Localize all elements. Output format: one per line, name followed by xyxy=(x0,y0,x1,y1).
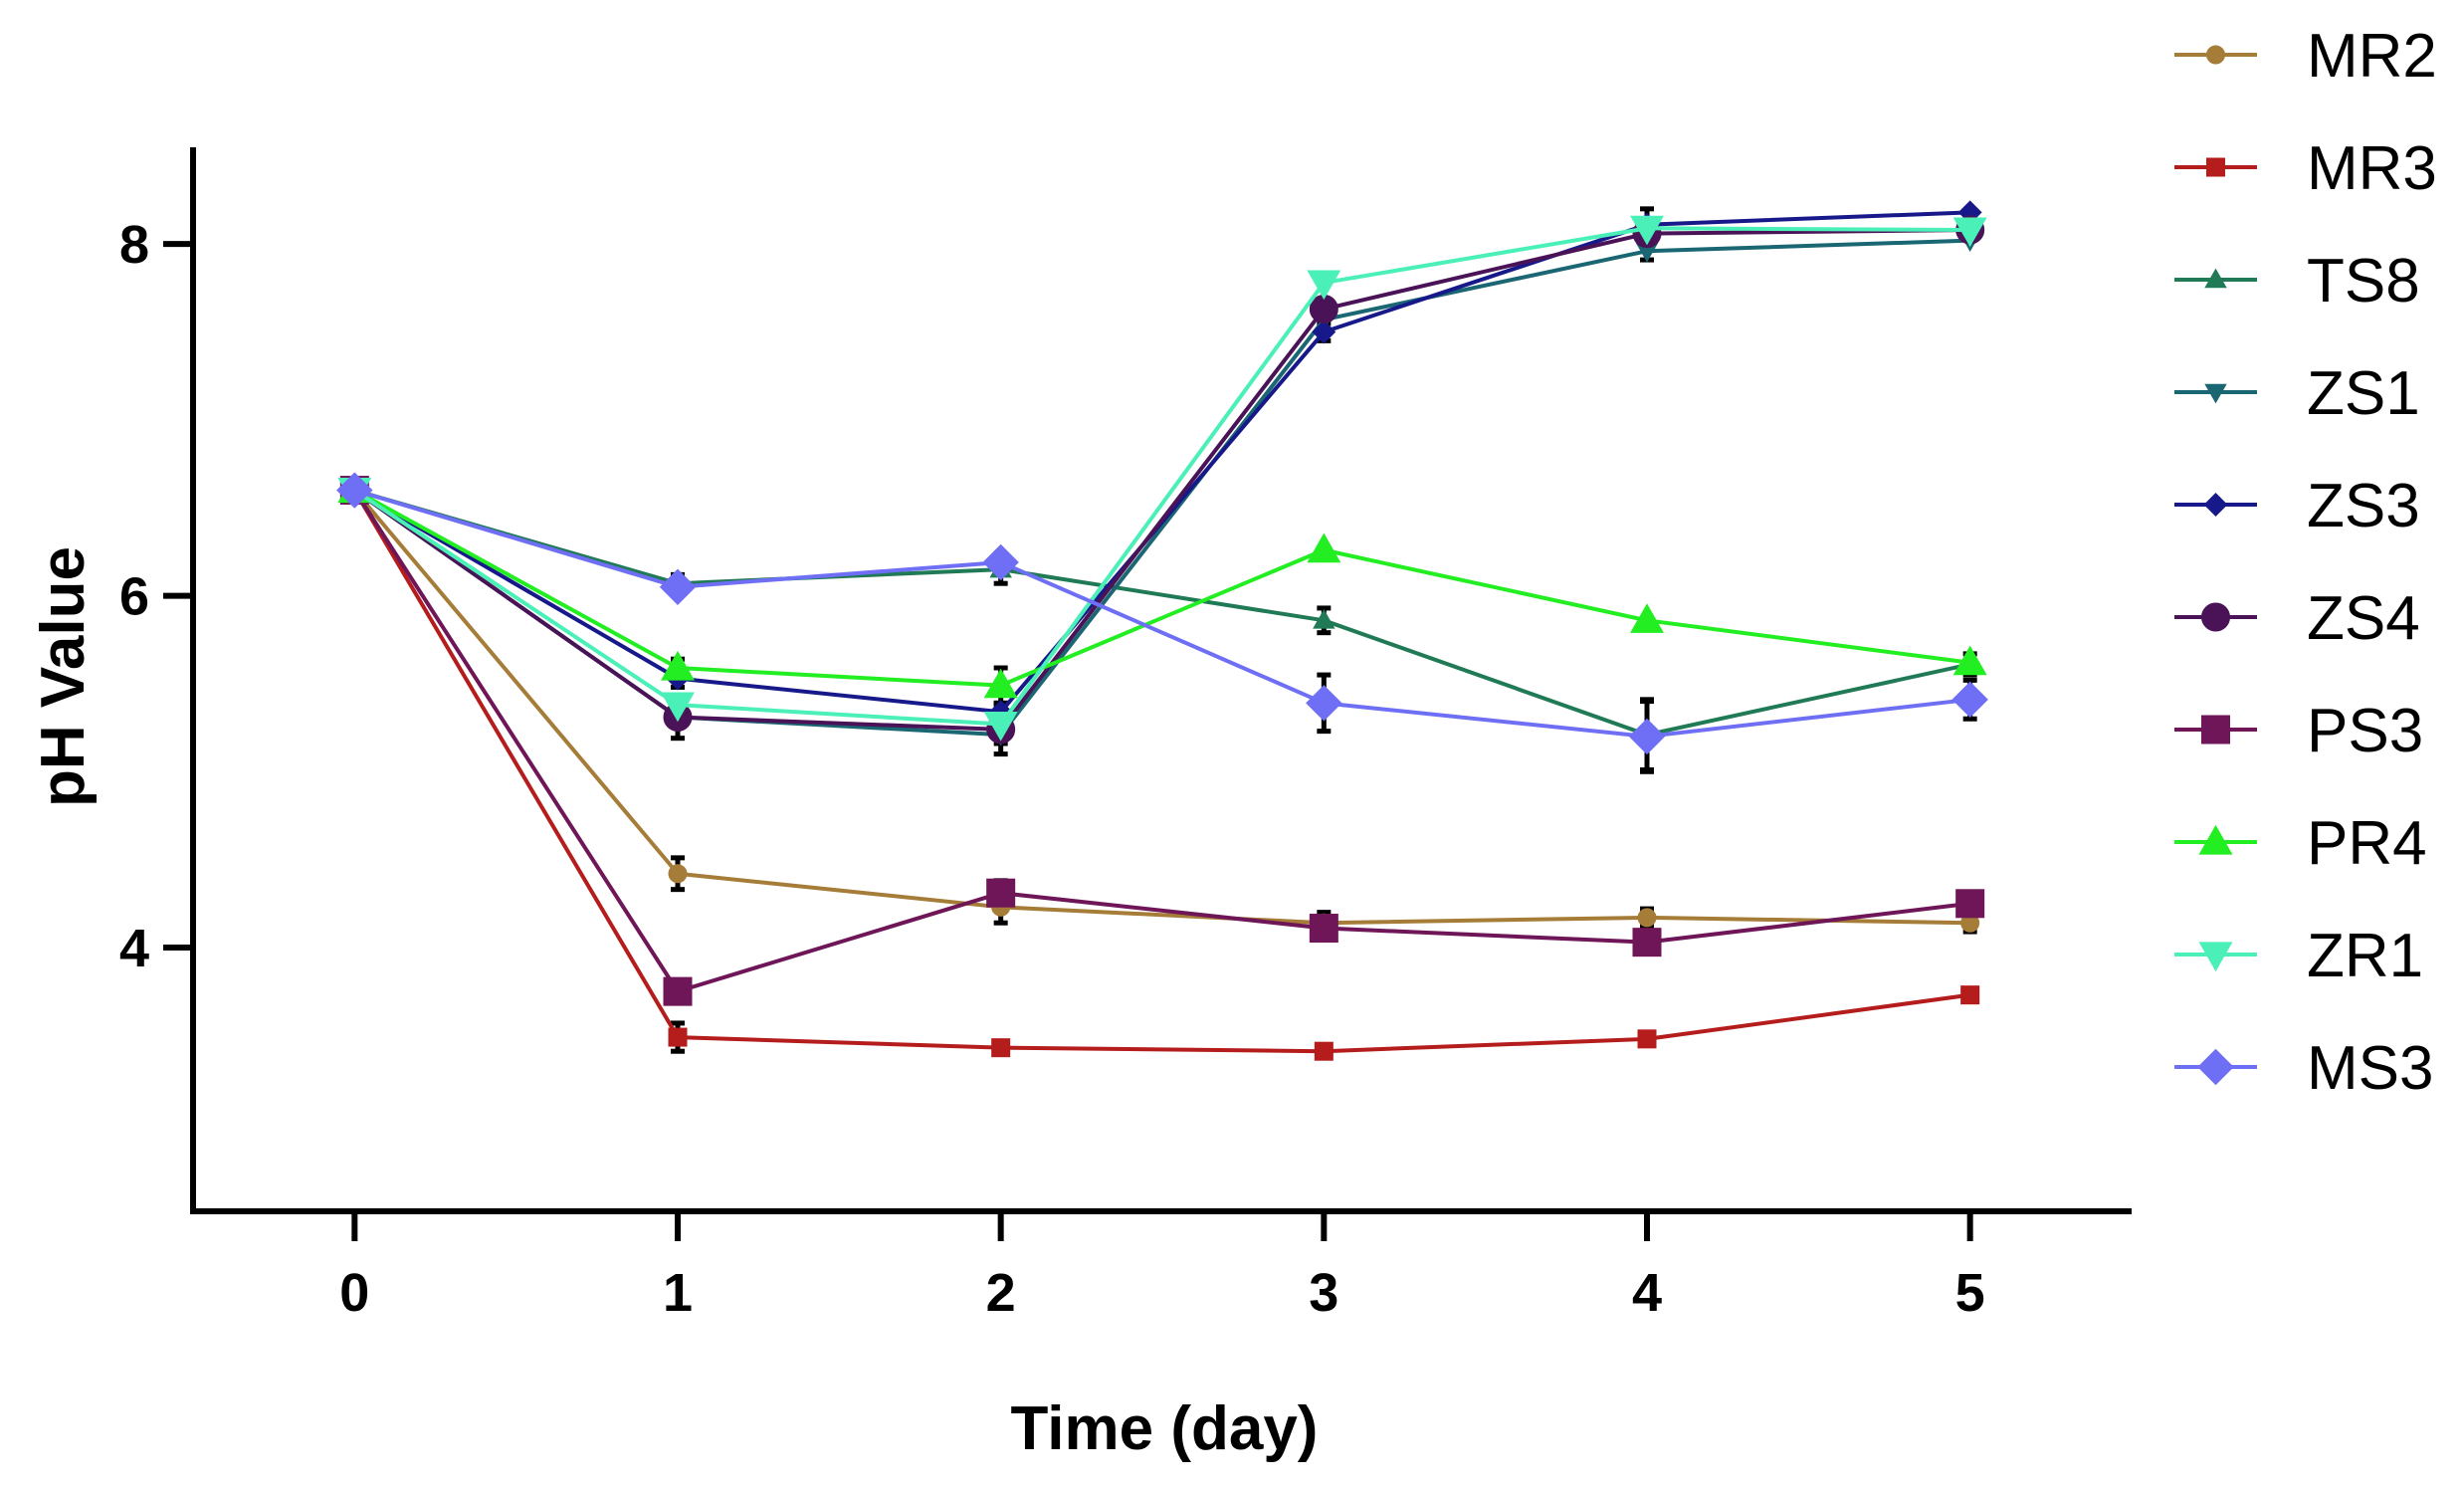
data-point xyxy=(983,711,1018,742)
data-point xyxy=(661,650,695,681)
legend-item-mr2: MR2 xyxy=(2174,22,2437,91)
series-line xyxy=(353,228,1970,732)
series-line xyxy=(352,489,1970,1054)
data-point xyxy=(336,472,373,509)
legend-label: MS3 xyxy=(2307,1034,2433,1103)
data-point xyxy=(668,1027,688,1047)
data-point xyxy=(1307,270,1341,301)
legend-label: MR3 xyxy=(2307,134,2437,203)
x-tick-label: 5 xyxy=(1955,1263,1985,1323)
series-line xyxy=(353,210,1970,715)
data-point xyxy=(1630,603,1664,633)
data-point xyxy=(659,568,697,605)
data-point xyxy=(1637,908,1657,928)
legend-label: TS8 xyxy=(2307,247,2420,316)
legend-item-ms3: MS3 xyxy=(2174,1034,2433,1103)
legend-item-zr1: ZR1 xyxy=(2174,922,2423,990)
y-tick-label: 6 xyxy=(119,567,149,627)
legend-marker xyxy=(2198,942,2233,972)
legend-item-zs4: ZS4 xyxy=(2174,584,2420,653)
legend-label: ZS1 xyxy=(2307,359,2420,428)
legend-label: MR2 xyxy=(2307,22,2437,91)
data-point xyxy=(986,878,1016,908)
axes xyxy=(190,147,2132,1214)
legend-item-ts8: TS8 xyxy=(2174,247,2420,316)
ticks: 0 1 2 3 4 5 4 6 8 xyxy=(119,215,1985,1323)
legend-marker xyxy=(2203,493,2228,517)
data-point xyxy=(1309,914,1338,944)
series-zs4 xyxy=(339,215,1985,744)
x-tick-label: 4 xyxy=(1632,1263,1662,1323)
legend-label: ZR1 xyxy=(2307,922,2423,990)
legend: MR2 MR3 TS8 ZS1 ZS3 ZS4 PS3 PR4 ZR1 MS3 xyxy=(2174,22,2437,1103)
legend-marker xyxy=(2197,1048,2234,1086)
series-line xyxy=(353,488,1970,739)
data-point xyxy=(1312,319,1336,344)
data-point xyxy=(1306,685,1342,722)
data-point xyxy=(1637,1029,1657,1049)
x-tick-label: 2 xyxy=(986,1263,1016,1323)
series-line xyxy=(353,488,1970,688)
data-point xyxy=(982,543,1019,581)
data-point xyxy=(991,1038,1011,1058)
series-line xyxy=(352,489,1970,994)
legend-marker xyxy=(2201,602,2230,632)
series-pr4 xyxy=(337,473,1987,699)
data-point xyxy=(1632,928,1662,957)
x-tick-label: 1 xyxy=(663,1263,693,1323)
legend-item-zs1: ZS1 xyxy=(2174,359,2420,428)
data-point xyxy=(1313,608,1335,629)
legend-item-zs3: ZS3 xyxy=(2174,472,2420,540)
legend-marker xyxy=(2198,824,2233,855)
data-point xyxy=(1951,681,1988,719)
series-ps3 xyxy=(339,476,1985,1006)
legend-label: ZS3 xyxy=(2307,472,2420,540)
x-axis-title: Time (day) xyxy=(1011,1394,1319,1463)
y-tick-label: 4 xyxy=(119,919,149,978)
series-zs1 xyxy=(343,232,1981,746)
data-point xyxy=(983,668,1018,699)
data-point xyxy=(661,692,695,723)
data-point xyxy=(663,976,693,1006)
series-line xyxy=(353,488,1971,738)
series-line xyxy=(353,226,1970,727)
y-axis-title: pH Value xyxy=(29,546,98,807)
series-layer xyxy=(336,200,1988,1061)
data-point xyxy=(668,864,688,884)
series-line xyxy=(352,489,1970,926)
legend-item-mr3: MR3 xyxy=(2174,134,2437,203)
series-ms3 xyxy=(336,472,1988,755)
series-zr1 xyxy=(337,215,1987,742)
data-point xyxy=(1955,889,1985,919)
legend-marker xyxy=(2206,45,2225,65)
data-point xyxy=(1960,985,1980,1005)
legend-marker xyxy=(2201,715,2230,744)
legend-label: PS3 xyxy=(2307,697,2423,765)
legend-marker xyxy=(2204,268,2227,289)
legend-label: ZS4 xyxy=(2307,584,2420,653)
x-tick-label: 0 xyxy=(339,1263,369,1323)
data-point xyxy=(1952,217,1987,248)
data-point xyxy=(1628,718,1666,755)
data-point xyxy=(1314,1041,1334,1061)
legend-marker xyxy=(2206,157,2225,177)
legend-label: PR4 xyxy=(2307,809,2427,878)
data-point xyxy=(1952,645,1987,676)
legend-item-ps3: PS3 xyxy=(2174,697,2423,765)
legend-item-pr4: PR4 xyxy=(2174,809,2427,878)
series-mr2 xyxy=(344,481,1980,933)
data-point xyxy=(1630,215,1664,246)
x-tick-label: 3 xyxy=(1309,1263,1338,1323)
legend-marker xyxy=(2204,383,2227,404)
data-point xyxy=(1307,532,1341,563)
y-tick-label: 8 xyxy=(119,215,149,275)
